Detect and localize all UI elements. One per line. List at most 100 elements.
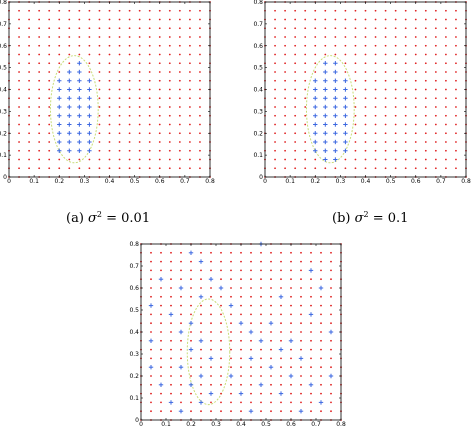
grid-point: [158, 114, 161, 117]
grid-point: [414, 114, 417, 117]
grid-point: [168, 79, 171, 82]
grid-point: [190, 401, 192, 404]
y-tick-label: 0: [135, 417, 139, 424]
grid-point: [118, 71, 121, 73]
grid-point: [38, 132, 41, 135]
grid-point: [404, 71, 407, 73]
grid-point: [118, 53, 121, 56]
grid-point: [290, 295, 292, 298]
grid-point: [138, 36, 141, 38]
grid-point: [160, 269, 162, 272]
grid-point: [220, 260, 222, 263]
grid-point: [434, 97, 437, 100]
grid-point: [118, 36, 121, 38]
grid-point: [88, 36, 91, 38]
grid-point: [284, 36, 286, 38]
grid-point: [284, 149, 286, 152]
y-tick-label: 0.4: [253, 87, 263, 94]
grid-point: [304, 141, 307, 143]
grid-point: [98, 167, 101, 170]
grid-point: [445, 88, 447, 91]
grid-point: [260, 357, 262, 360]
grid-point: [290, 366, 292, 369]
grid-point: [118, 158, 121, 161]
grid-point: [108, 71, 111, 73]
grid-point: [98, 114, 101, 117]
grid-point: [230, 278, 232, 281]
grid-point: [294, 158, 297, 161]
plus-marker: [313, 148, 318, 153]
grid-point: [118, 114, 121, 117]
grid-point: [445, 141, 447, 143]
grid-point: [314, 71, 317, 73]
grid-point: [394, 71, 397, 73]
grid-point: [344, 18, 347, 21]
grid-point: [330, 313, 332, 316]
grid-point: [160, 375, 162, 377]
plus-marker: [323, 87, 328, 92]
grid-point: [304, 79, 307, 82]
grid-point: [210, 383, 212, 386]
grid-point: [274, 36, 276, 38]
grid-point: [334, 18, 337, 21]
grid-point: [270, 278, 272, 281]
grid-point: [160, 401, 162, 404]
grid-point: [260, 260, 262, 263]
grid-point: [324, 36, 327, 38]
grid-point: [199, 149, 201, 152]
grid-point: [260, 313, 262, 316]
grid-point: [374, 123, 377, 126]
plus-marker: [333, 148, 338, 153]
grid-point: [138, 149, 141, 152]
grid-point: [98, 27, 101, 30]
grid-point: [384, 97, 387, 100]
grid-point: [18, 27, 20, 30]
grid-point: [128, 18, 131, 21]
x-tick-label: 0.2: [310, 178, 320, 185]
grid-point: [108, 36, 111, 38]
subplot-a: 0 0.1 0.2 0.3 0.4 0.5 0.6 0.7 0.8 0 0.1 0.2 0.3 0.4 0.…: [0, 0, 215, 185]
grid-point: [280, 339, 282, 342]
grid-point: [160, 331, 162, 333]
grid-point: [148, 88, 151, 91]
grid-point: [38, 36, 41, 38]
grid-point: [404, 106, 407, 108]
grid-point: [344, 167, 347, 170]
grid-point: [404, 18, 407, 21]
grid-point: [445, 149, 447, 152]
grid-point: [240, 269, 242, 272]
grid-point: [270, 410, 272, 413]
grid-point: [78, 9, 81, 12]
grid-point: [374, 27, 377, 30]
grid-point: [274, 9, 276, 12]
grid-point: [58, 71, 61, 73]
plus-marker: [57, 113, 62, 118]
grid-point: [118, 27, 121, 30]
plus-marker: [343, 122, 348, 127]
boundary-curve: [186, 298, 231, 406]
grid-point: [260, 295, 262, 298]
y-tick-label: 0: [3, 174, 7, 181]
grid-point: [290, 331, 292, 333]
grid-point: [28, 114, 30, 117]
grid-point: [240, 304, 242, 307]
grid-point: [394, 18, 397, 21]
plus-marker: [313, 104, 318, 110]
plus-marker: [57, 122, 62, 127]
grid-point: [455, 18, 457, 21]
plus-marker: [248, 409, 254, 414]
grid-point: [270, 331, 272, 333]
grid-point: [324, 9, 327, 12]
grid-point: [364, 132, 367, 135]
grid-point: [48, 114, 51, 117]
grid-point: [280, 357, 282, 360]
grid-point: [240, 295, 242, 298]
grid-point: [170, 375, 172, 377]
grid-point: [384, 27, 387, 30]
grid-point: [384, 79, 387, 82]
grid-point: [274, 132, 276, 135]
grid-point: [28, 53, 30, 56]
grid-point: [294, 62, 297, 65]
grid-point: [394, 88, 397, 91]
grid-point: [108, 79, 111, 82]
